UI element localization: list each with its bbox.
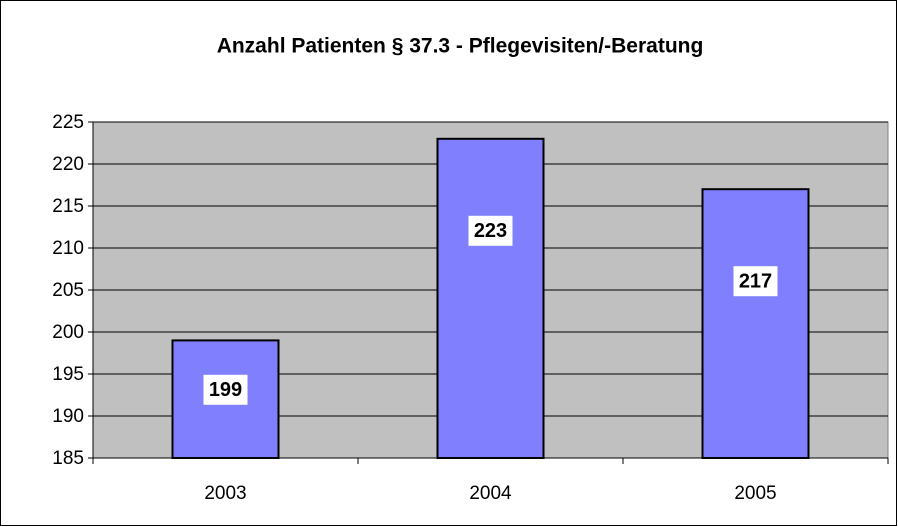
y-tick-label: 195: [52, 364, 84, 385]
data-label-box: [203, 374, 248, 405]
bar: [701, 188, 810, 459]
bar: [171, 339, 280, 459]
data-label-box: [468, 215, 513, 246]
y-tick-label: 220: [52, 154, 84, 175]
x-tick-label: 2003: [204, 483, 246, 504]
y-tick-label: 225: [52, 112, 84, 133]
y-tick-label: 190: [52, 406, 84, 427]
data-label: 223: [474, 220, 507, 242]
y-tick-label: 205: [52, 280, 84, 301]
y-tick-label: 200: [52, 322, 84, 343]
y-tick-label: 210: [52, 238, 84, 259]
x-tick-label: 2005: [734, 483, 776, 504]
data-label: 199: [209, 379, 242, 401]
x-tick-label: 2004: [469, 483, 512, 504]
data-label-box: [733, 266, 778, 297]
data-label: 217: [739, 270, 772, 292]
chart-title: Anzahl Patienten § 37.3 - Pflegevisiten/…: [217, 35, 704, 58]
y-tick-label: 185: [52, 448, 84, 469]
bar: [436, 137, 545, 460]
y-tick-label: 215: [52, 196, 84, 217]
